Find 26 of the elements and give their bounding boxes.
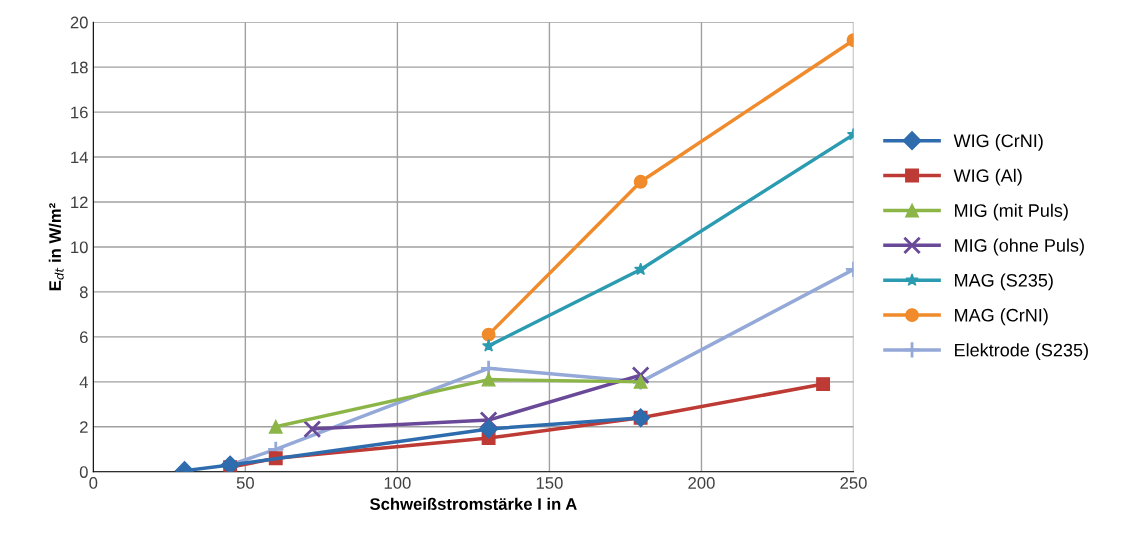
- legend-label: MIG (mit Puls): [955, 203, 1068, 221]
- x-tick-label: 0: [89, 477, 98, 489]
- x-tick-label: 250: [840, 477, 867, 489]
- y-tick-label: 6: [80, 331, 88, 344]
- y-tick-label: 10: [71, 241, 88, 254]
- y-tick-label: 2: [80, 421, 88, 433]
- y-tick-label: 14: [71, 151, 88, 164]
- x-tick-label: 200: [688, 477, 715, 489]
- x-tick-label: 100: [384, 477, 411, 489]
- legend-label: WIG (Al): [953, 168, 1022, 186]
- y-tick-label: 0: [79, 466, 88, 478]
- y-tick-label: 8: [79, 286, 88, 299]
- legend-label: Elektrode (S235): [955, 343, 1088, 361]
- legend-label: WIG (CrNI): [953, 133, 1043, 151]
- y-tick-label: 20: [70, 16, 88, 29]
- y-axis-title: E$_{dt}$ in W/m²: [48, 203, 64, 291]
- x-axis-title: Schweißstromstärke I in A: [370, 497, 577, 510]
- x-tick-label: 150: [536, 477, 563, 489]
- y-tick-label: 4: [79, 376, 88, 388]
- x-tick-label: 50: [236, 477, 254, 489]
- y-tick-label: 18: [71, 61, 88, 74]
- legend-label: MAG (S235): [955, 273, 1053, 291]
- y-tick-label: 16: [71, 106, 88, 119]
- legend-label: MIG (ohne Puls): [955, 238, 1084, 256]
- y-tick-label: 12: [71, 196, 88, 209]
- legend-label: MAG (CrNI): [955, 308, 1048, 326]
